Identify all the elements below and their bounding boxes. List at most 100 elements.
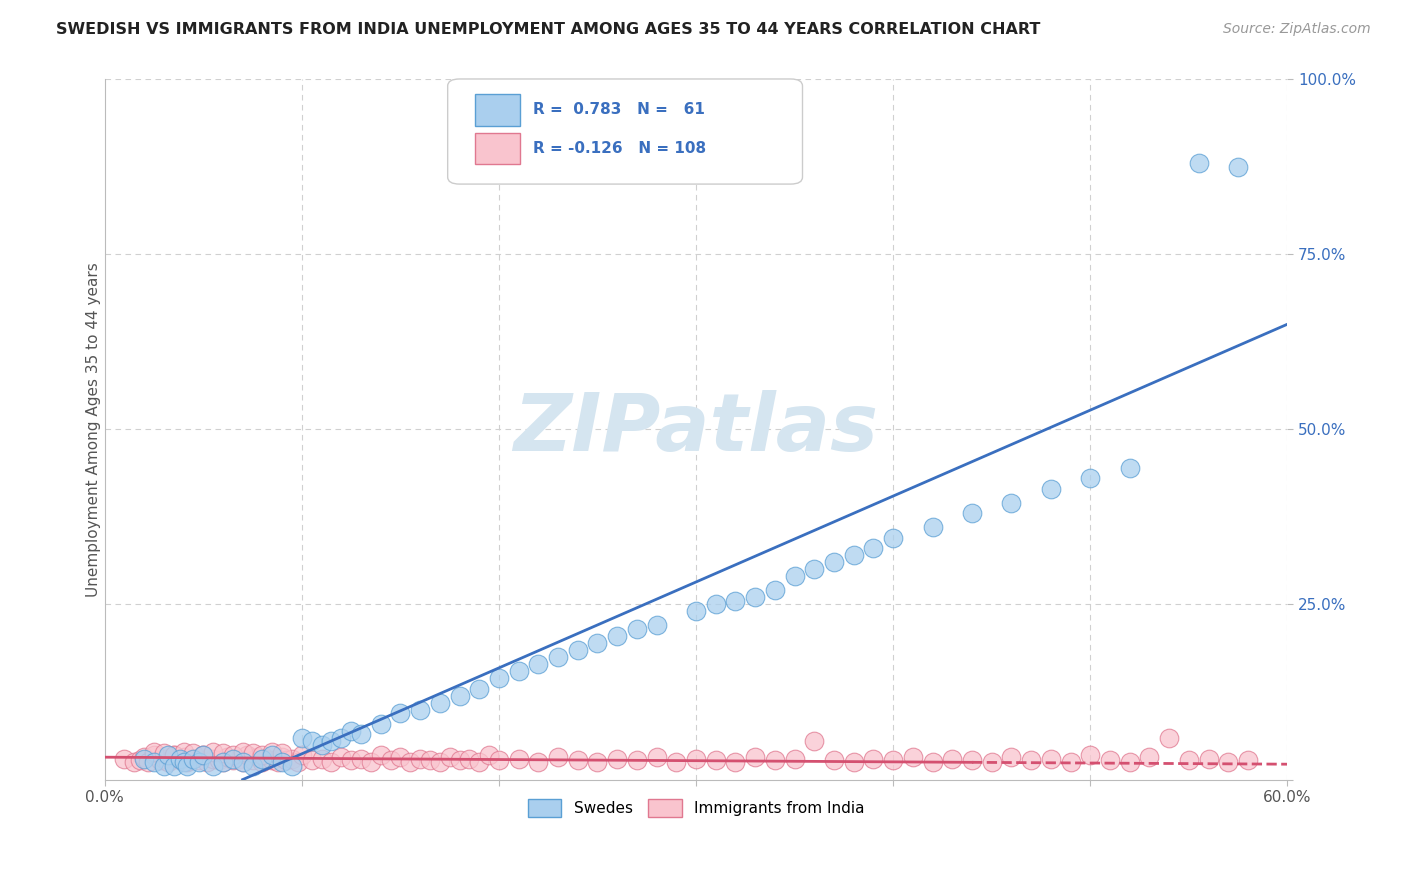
Point <box>340 723 363 738</box>
Point <box>156 748 179 763</box>
Point <box>1078 748 1101 763</box>
Point <box>330 731 353 745</box>
Point <box>1198 751 1220 765</box>
Point <box>252 748 274 763</box>
Point <box>183 751 205 765</box>
Point <box>921 755 943 769</box>
Point <box>202 758 225 772</box>
Point <box>389 706 412 720</box>
Point <box>222 753 245 767</box>
Point <box>380 753 402 767</box>
Point <box>193 748 215 763</box>
Point <box>803 734 825 748</box>
Point <box>267 755 290 769</box>
Point <box>215 750 238 764</box>
Point <box>330 750 353 764</box>
Point <box>183 746 205 760</box>
Point <box>626 622 648 636</box>
Point <box>252 751 274 765</box>
Point <box>232 755 254 769</box>
Y-axis label: Unemployment Among Ages 35 to 44 years: Unemployment Among Ages 35 to 44 years <box>86 262 101 597</box>
Point <box>389 750 412 764</box>
Text: Source: ZipAtlas.com: Source: ZipAtlas.com <box>1223 22 1371 37</box>
Point <box>567 643 589 657</box>
Point <box>132 750 155 764</box>
Point <box>468 681 491 696</box>
Text: R = -0.126   N = 108: R = -0.126 N = 108 <box>533 141 706 156</box>
Point <box>842 549 865 563</box>
Point <box>169 751 191 765</box>
Point <box>142 748 165 763</box>
Point <box>208 753 231 767</box>
Point <box>350 727 373 741</box>
Point <box>176 755 198 769</box>
Point <box>176 758 198 772</box>
Point <box>960 753 983 767</box>
Point <box>783 569 806 583</box>
Point <box>301 734 323 748</box>
Point <box>262 745 284 759</box>
Point <box>823 753 845 767</box>
Point <box>311 738 333 752</box>
Point <box>783 751 806 765</box>
Point <box>478 748 501 763</box>
Point <box>153 758 176 772</box>
Point <box>429 696 451 710</box>
Point <box>763 753 786 767</box>
Point <box>862 751 884 765</box>
Point <box>193 748 215 763</box>
Legend: Swedes, Immigrants from India: Swedes, Immigrants from India <box>520 791 872 824</box>
Point <box>142 755 165 769</box>
Point <box>291 731 314 745</box>
Point <box>235 748 257 763</box>
Point <box>247 750 270 764</box>
Text: SWEDISH VS IMMIGRANTS FROM INDIA UNEMPLOYMENT AMONG AGES 35 TO 44 YEARS CORRELAT: SWEDISH VS IMMIGRANTS FROM INDIA UNEMPLO… <box>56 22 1040 37</box>
Point <box>744 750 766 764</box>
Point <box>129 753 152 767</box>
Point <box>242 746 264 760</box>
Point <box>370 748 392 763</box>
Point <box>704 753 727 767</box>
Point <box>142 745 165 759</box>
Point <box>527 657 550 671</box>
Point <box>252 755 274 769</box>
Point <box>321 734 343 748</box>
Point <box>1078 471 1101 485</box>
Point <box>921 520 943 534</box>
Point <box>122 755 145 769</box>
Point <box>882 753 904 767</box>
Point <box>195 755 218 769</box>
Point <box>882 531 904 545</box>
Point <box>1119 755 1142 769</box>
Point <box>429 755 451 769</box>
Point <box>301 753 323 767</box>
Point <box>1098 753 1121 767</box>
Point <box>586 755 609 769</box>
Point <box>527 755 550 769</box>
Point <box>960 507 983 521</box>
Point <box>1119 460 1142 475</box>
Point <box>724 594 747 608</box>
Point <box>606 751 628 765</box>
Point <box>488 671 510 685</box>
Point <box>685 604 707 618</box>
Point <box>112 751 135 765</box>
Point <box>724 755 747 769</box>
Point <box>508 751 530 765</box>
Point <box>287 755 309 769</box>
Point <box>665 755 688 769</box>
Point <box>242 758 264 772</box>
Point <box>222 748 245 763</box>
Point <box>163 748 186 763</box>
Point <box>449 689 471 703</box>
Point <box>547 650 569 665</box>
FancyBboxPatch shape <box>475 95 520 126</box>
Point <box>271 750 294 764</box>
Point <box>163 748 186 763</box>
Point <box>153 751 176 765</box>
Point <box>941 751 963 765</box>
Point <box>419 753 441 767</box>
Point <box>183 751 205 765</box>
Point <box>803 562 825 576</box>
Point <box>1059 755 1081 769</box>
